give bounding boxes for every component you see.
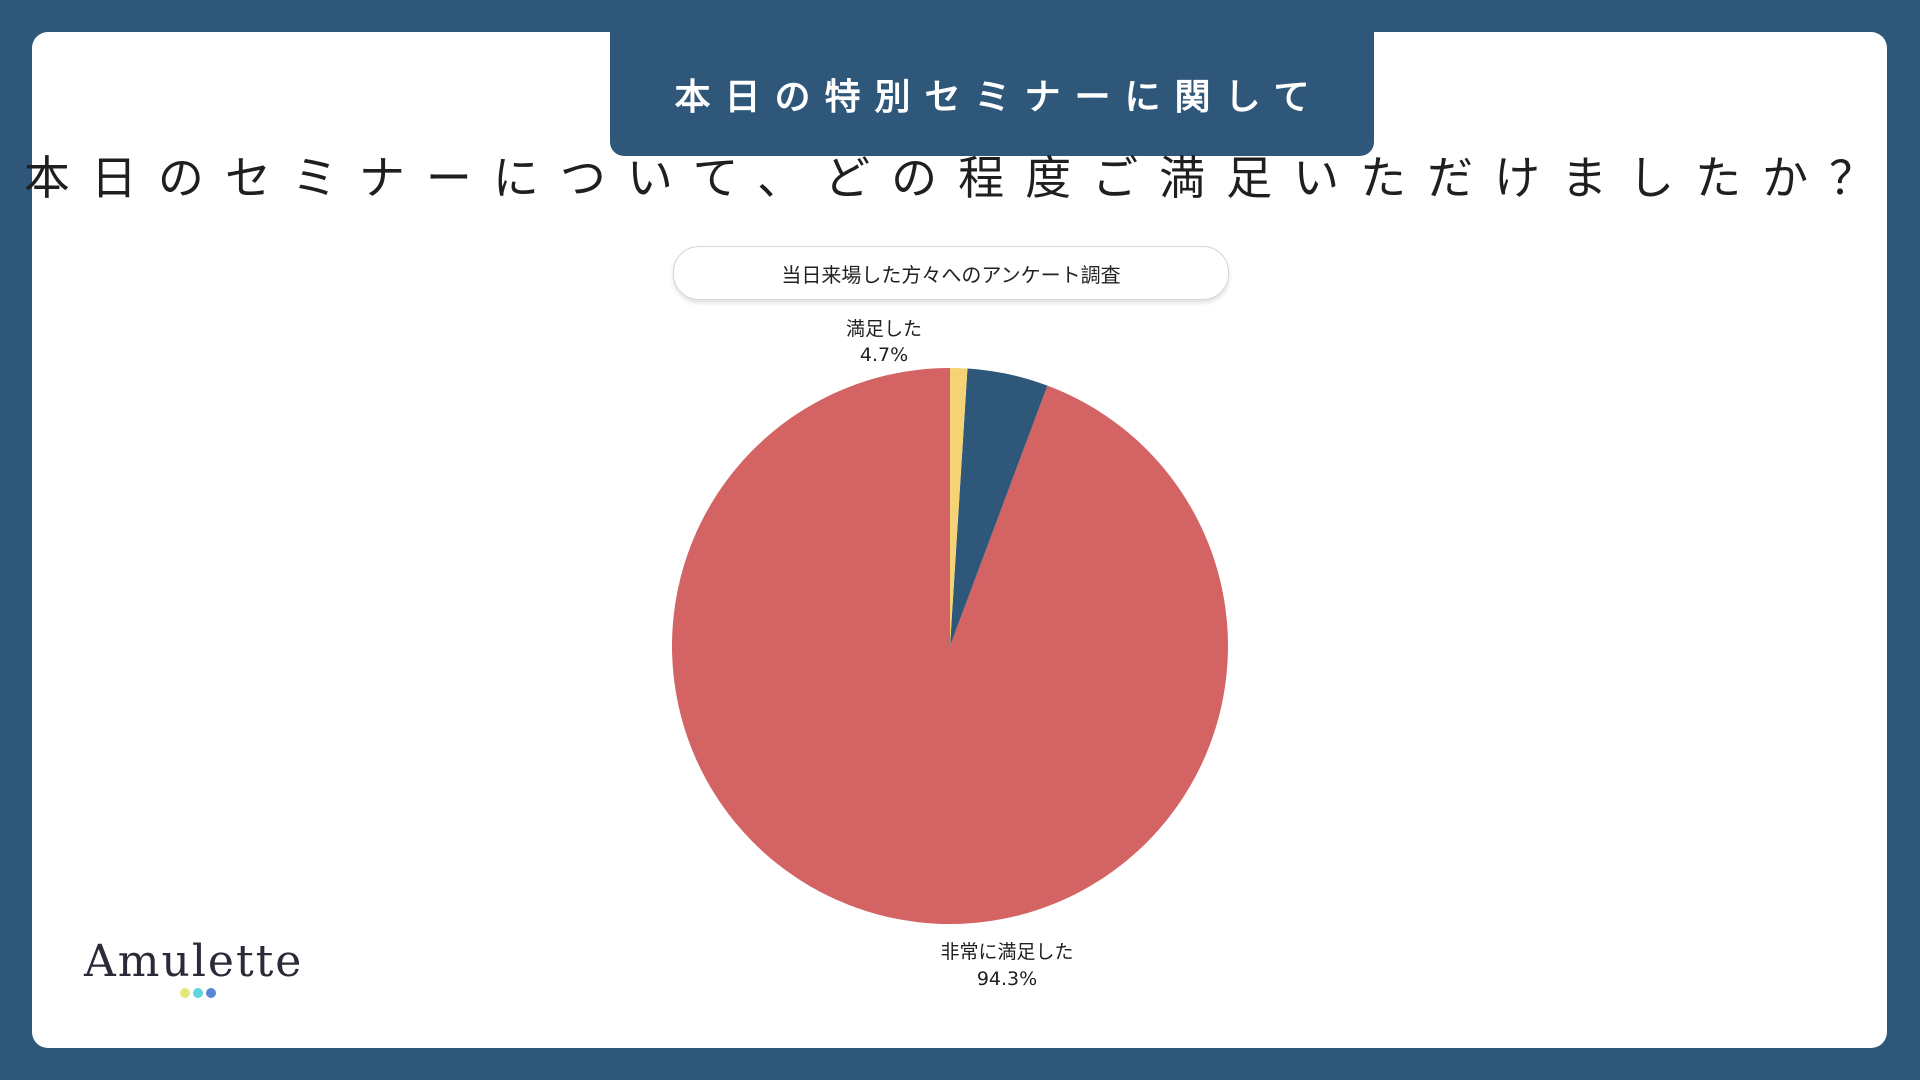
slice-value-label: 4.7% (860, 344, 908, 366)
amulette-logo: Amulette (84, 936, 304, 987)
slice-value-label: 94.3% (977, 968, 1037, 990)
slice-label: 非常に満足した (940, 941, 1073, 963)
logo-dot-blue (206, 988, 216, 998)
slice-label: 満足した (846, 318, 922, 340)
logo-dot-yellow (180, 988, 190, 998)
chart-title: 当日来場した方々へのアンケート調査 (673, 246, 1229, 300)
survey-question: 本日のセミナーについて、どの程度ご満足いただけましたか？ (23, 151, 1897, 205)
logo-dot-cyan (193, 988, 203, 998)
pie-slice-very-satisfied (671, 368, 1228, 924)
header-tab: 本日の特別セミナーに関して (610, 32, 1374, 156)
logo-dots (180, 988, 216, 998)
pie-slice-satisfied (950, 368, 1048, 646)
pie-slice-other (950, 368, 968, 646)
header-title: 本日の特別セミナーに関して (674, 77, 1324, 118)
